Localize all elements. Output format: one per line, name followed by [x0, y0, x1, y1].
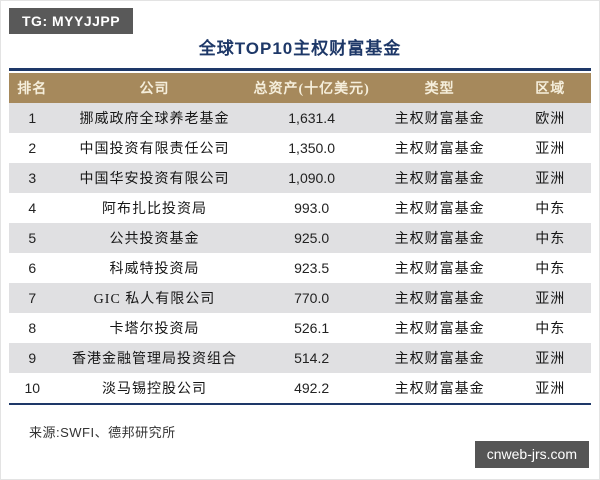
table-row: 9 香港金融管理局投资组合 514.2 主权财富基金 亚洲 [9, 343, 591, 373]
cell-rank: 3 [28, 170, 37, 186]
cell-type: 主权财富基金 [394, 232, 485, 247]
table-row: 7 GIC 私人有限公司 770.0 主权财富基金 亚洲 [9, 283, 591, 313]
cell-company: 中国华安投资有限公司 [79, 172, 230, 187]
cell-type: 主权财富基金 [394, 172, 485, 187]
cell-company: 科威特投资局 [109, 262, 200, 277]
source-note: 来源:SWFI、德邦研究所 [29, 425, 176, 440]
table-row: 1 挪威政府全球养老基金 1,631.4 主权财富基金 欧洲 [9, 103, 591, 133]
funds-table-wrapper: 排名 公司 总资产(十亿美元) 类型 区域 1 挪威政府全球养老基金 1,631.4… [9, 68, 591, 405]
funds-table: 排名 公司 总资产(十亿美元) 类型 区域 1 挪威政府全球养老基金 1,631.4… [9, 73, 591, 403]
cell-rank: 5 [28, 230, 37, 246]
telegram-badge: TG: MYYJJPP [9, 8, 134, 34]
watermark-label: cnweb-jrs.com [486, 446, 577, 462]
cell-company: 阿布扎比投资局 [101, 202, 207, 217]
table-top-rule [9, 68, 591, 71]
cell-type: 主权财富基金 [394, 142, 485, 157]
cell-type: 主权财富基金 [394, 112, 485, 127]
cell-assets: 526.1 [294, 320, 330, 336]
cell-company: 淡马锡控股公司 [101, 382, 207, 397]
cell-rank: 7 [28, 290, 37, 306]
table-row: 5 公共投资基金 925.0 主权财富基金 中东 [9, 223, 591, 253]
table-row: 3 中国华安投资有限公司 1,090.0 主权财富基金 亚洲 [9, 163, 591, 193]
cell-assets: 1,631.4 [288, 110, 335, 126]
cell-assets: 492.2 [294, 380, 330, 396]
table-header-row: 排名 公司 总资产(十亿美元) 类型 区域 [9, 73, 591, 103]
cell-rank: 8 [28, 320, 37, 336]
cell-rank: 6 [28, 260, 37, 276]
cell-company: GIC 私人有限公司 [93, 292, 216, 307]
cell-rank: 1 [28, 110, 37, 126]
telegram-badge-label: TG: MYYJJPP [22, 13, 121, 29]
cell-region: 中东 [535, 322, 566, 337]
cell-assets: 1,350.0 [288, 140, 335, 156]
header-type: 类型 [369, 73, 510, 103]
cell-region: 亚洲 [535, 352, 566, 367]
cell-rank: 9 [28, 350, 37, 366]
cell-region: 亚洲 [535, 382, 566, 397]
header-rank: 排名 [9, 73, 56, 103]
table-row: 10 淡马锡控股公司 492.2 主权财富基金 亚洲 [9, 373, 591, 403]
cell-type: 主权财富基金 [394, 352, 485, 367]
watermark-badge: cnweb-jrs.com [474, 441, 589, 468]
cell-type: 主权财富基金 [394, 202, 485, 217]
cell-assets: 770.0 [294, 290, 330, 306]
table-header: 排名 公司 总资产(十亿美元) 类型 区域 [9, 73, 591, 103]
cell-region: 中东 [535, 232, 566, 247]
cell-rank: 4 [28, 200, 37, 216]
cell-assets: 993.0 [294, 200, 330, 216]
cell-region: 中东 [535, 262, 566, 277]
cell-assets: 1,090.0 [288, 170, 335, 186]
table-row: 6 科威特投资局 923.5 主权财富基金 中东 [9, 253, 591, 283]
table-row: 4 阿布扎比投资局 993.0 主权财富基金 中东 [9, 193, 591, 223]
table-row: 2 中国投资有限责任公司 1,350.0 主权财富基金 亚洲 [9, 133, 591, 163]
table-bottom-rule [9, 403, 591, 405]
cell-company: 中国投资有限责任公司 [79, 142, 230, 157]
cell-assets: 514.2 [294, 350, 330, 366]
cell-type: 主权财富基金 [394, 292, 485, 307]
page-title: 全球TOP10主权财富基金 [198, 39, 402, 58]
cell-assets: 923.5 [294, 260, 330, 276]
cell-company: 公共投资基金 [109, 232, 200, 247]
cell-region: 亚洲 [535, 142, 566, 157]
cell-region: 欧洲 [535, 112, 566, 127]
cell-region: 中东 [535, 202, 566, 217]
cell-company: 香港金融管理局投资组合 [71, 352, 237, 367]
cell-region: 亚洲 [535, 292, 566, 307]
cell-region: 亚洲 [535, 172, 566, 187]
cell-type: 主权财富基金 [394, 322, 485, 337]
cell-company: 卡塔尔投资局 [109, 322, 200, 337]
cell-rank: 10 [24, 380, 41, 396]
table-row: 8 卡塔尔投资局 526.1 主权财富基金 中东 [9, 313, 591, 343]
cell-rank: 2 [28, 140, 37, 156]
table-body: 1 挪威政府全球养老基金 1,631.4 主权财富基金 欧洲 2 中国投资有限责任公司 1,3… [9, 103, 591, 403]
header-region: 区域 [509, 73, 591, 103]
cell-assets: 925.0 [294, 230, 330, 246]
cell-type: 主权财富基金 [394, 262, 485, 277]
header-assets: 总资产(十亿美元) [253, 73, 370, 103]
cell-company: 挪威政府全球养老基金 [79, 112, 230, 127]
header-company: 公司 [55, 73, 254, 103]
cell-type: 主权财富基金 [394, 382, 485, 397]
